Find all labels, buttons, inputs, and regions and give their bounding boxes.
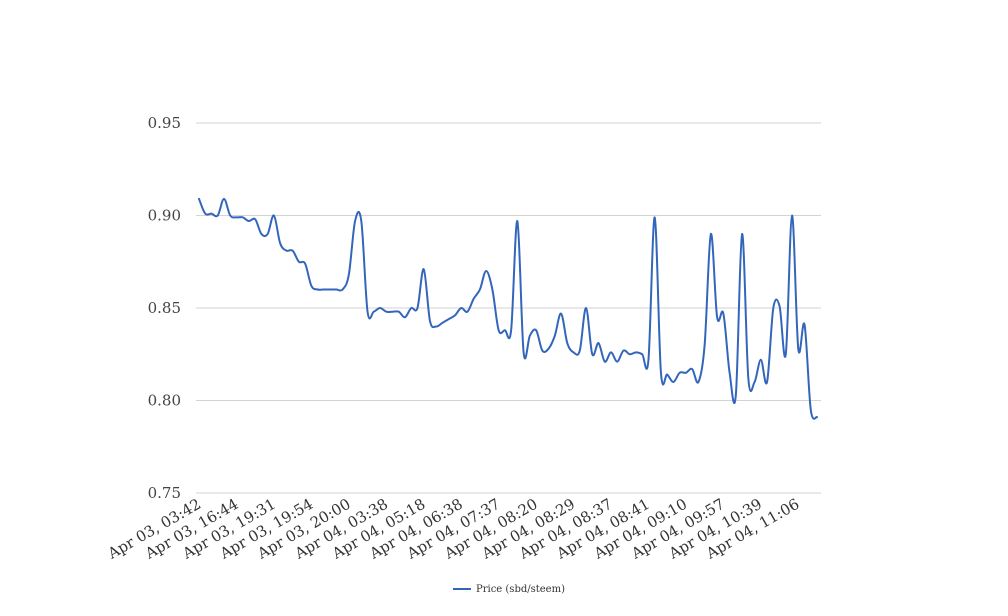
y-tick-label: 0.95	[148, 114, 181, 132]
y-axis-ticks: 0.75 0.80 0.85 0.90 0.95	[148, 114, 181, 502]
y-tick-label: 0.80	[148, 392, 181, 410]
legend: Price (sbd/steem)	[453, 584, 565, 595]
series-layer	[198, 197, 818, 420]
series-line-price	[198, 197, 818, 420]
y-tick-label: 0.90	[148, 207, 181, 225]
y-tick-label: 0.75	[148, 484, 181, 502]
y-tick-label: 0.85	[148, 299, 181, 317]
gridlines	[196, 122, 821, 494]
legend-label: Price (sbd/steem)	[476, 584, 565, 595]
